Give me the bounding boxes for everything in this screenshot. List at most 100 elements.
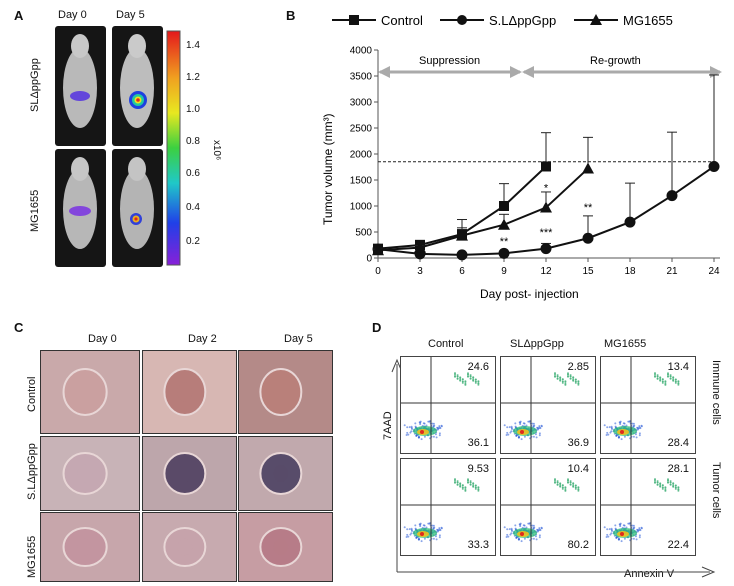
data-point-mg — [372, 244, 384, 256]
data-point-sl — [582, 232, 594, 244]
panel-d-x-axis-label: Annexin V — [624, 568, 675, 580]
panel-c-row-mg: MG1655 — [26, 535, 38, 578]
data-point-mg — [414, 241, 426, 253]
data-point-sl — [666, 190, 678, 202]
significance-marker: ** — [500, 236, 509, 248]
y-tick-label: 1500 — [350, 176, 373, 187]
flow-plot: 28.1 22.4 — [600, 458, 696, 556]
y-tick-label: 1000 — [350, 202, 373, 213]
data-point-mg — [498, 218, 510, 230]
data-point-sl — [456, 249, 468, 261]
suppression-arrow-head-left — [378, 66, 390, 78]
x-tick-label: 6 — [459, 266, 465, 277]
mouse-image — [55, 149, 106, 267]
quadrant-value-lower: 22.4 — [667, 539, 689, 551]
flow-plot: 24.6 36.1 — [400, 356, 496, 454]
colorbar-tick: 0.6 — [186, 168, 200, 179]
legend-label-control: Control — [381, 13, 423, 28]
panel-c-row-sl: S.LΔppGpp — [26, 443, 38, 500]
data-point-mg — [456, 229, 468, 241]
colorbar-tick: 1.2 — [186, 72, 200, 83]
tissue-photo — [40, 512, 140, 582]
panel-c-col-day2: Day 2 — [188, 333, 217, 345]
legend-label-sl: S.LΔppGpp — [489, 13, 556, 28]
x-axis-label: Day post- injection — [480, 287, 579, 301]
panel-d-col-sl: SLΔppGpp — [510, 338, 564, 350]
y-axis-label: Tumor volume (mm³) — [321, 113, 335, 225]
quadrant-value-lower: 36.1 — [467, 437, 489, 449]
mouse-image — [112, 26, 163, 146]
quadrant-value-upper: 9.53 — [467, 463, 489, 475]
colorbar-tick: 0.8 — [186, 136, 200, 147]
x-tick-label: 12 — [540, 266, 552, 277]
panel-a-col-day5: Day 5 — [116, 9, 145, 21]
flow-plot: 9.53 33.3 — [400, 458, 496, 556]
panel-a-label: A — [14, 8, 24, 23]
panel-c-row-control: Control — [26, 376, 38, 412]
phase-label-suppression: Suppression — [419, 55, 480, 67]
data-point-control — [541, 161, 551, 172]
colorbar — [166, 30, 181, 266]
y-tick-label: 2000 — [350, 150, 373, 161]
quadrant-value-upper: 10.4 — [567, 463, 589, 475]
x-tick-label: 9 — [501, 266, 507, 277]
plot-area: 0 500 1000 1500 2000 2500 3000 3500 4000 0 3 6 9 12 15… — [350, 46, 720, 277]
panel-d-col-control: Control — [428, 338, 464, 350]
mouse-image — [55, 26, 106, 146]
flow-plot: 2.85 36.9 — [500, 356, 596, 454]
x-tick-label: 24 — [708, 266, 720, 277]
tumor-volume-chart: Control S.LΔppGpp MG1655 Suppression Re-… — [321, 13, 722, 301]
phase-label-regrowth: Re-growth — [590, 55, 641, 67]
flow-plot: 10.4 80.2 — [500, 458, 596, 556]
tissue-photo — [142, 436, 237, 511]
mouse-image — [112, 149, 163, 267]
legend-marker-mg — [590, 14, 602, 25]
quadrant-value-upper: 24.6 — [467, 361, 489, 373]
legend-label-mg: MG1655 — [623, 13, 673, 28]
quadrant-value-lower: 80.2 — [567, 539, 589, 551]
x-tick-label: 0 — [375, 266, 381, 277]
data-point-mg — [540, 201, 552, 213]
quadrant-value-upper: 2.85 — [567, 361, 589, 373]
quadrant-value-upper: 28.1 — [667, 463, 689, 475]
panel-d-col-mg: MG1655 — [604, 338, 647, 350]
x-tick-label: 18 — [624, 266, 636, 277]
regrowth-arrow-head-right — [710, 66, 722, 78]
suppression-arrow-head-right — [510, 66, 522, 78]
quadrant-value-lower: 36.9 — [567, 437, 589, 449]
quadrant-value-lower: 28.4 — [667, 437, 689, 449]
x-tick-label: 15 — [582, 266, 594, 277]
data-point-control — [499, 201, 509, 211]
colorbar-tick: 0.2 — [186, 236, 200, 247]
tissue-photo — [142, 350, 237, 434]
y-tick-label: 3500 — [350, 72, 373, 83]
y-tick-label: 3000 — [350, 98, 373, 109]
y-tick-label: 500 — [355, 228, 372, 239]
significance-marker: ** — [584, 202, 593, 214]
y-tick-label: 0 — [366, 254, 372, 265]
tissue-photo — [238, 350, 333, 434]
x-tick-label: 3 — [417, 266, 423, 277]
data-point-sl — [624, 216, 636, 228]
tissue-photo — [142, 512, 237, 582]
significance-marker: * — [544, 182, 549, 194]
panel-c-col-day5: Day 5 — [284, 333, 313, 345]
legend-marker-sl — [457, 15, 467, 25]
tissue-photo — [238, 436, 333, 511]
tissue-photo — [40, 350, 140, 434]
significance-marker: *** — [540, 227, 554, 239]
data-point-sl — [540, 243, 552, 255]
x-tick-label: 21 — [666, 266, 678, 277]
series-line-2 — [377, 167, 589, 252]
panel-c-label: C — [14, 320, 24, 335]
colorbar-tick: 1.4 — [186, 40, 200, 51]
tissue-photo — [40, 436, 140, 511]
tissue-photo — [238, 512, 333, 582]
data-point-sl — [708, 160, 720, 172]
quadrant-value-upper: 13.4 — [667, 361, 689, 373]
y-tick-label: 2500 — [350, 124, 373, 135]
x-axis-arrow-head — [701, 566, 716, 578]
data-point-mg — [582, 162, 594, 174]
regrowth-arrow-head-left — [522, 66, 534, 78]
legend: Control S.LΔppGpp MG1655 — [332, 13, 673, 28]
